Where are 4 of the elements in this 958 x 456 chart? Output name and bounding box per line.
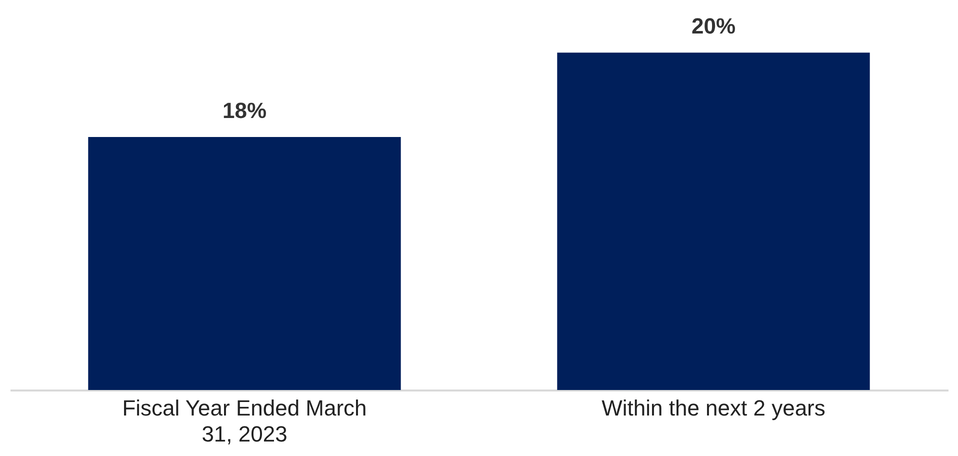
data-label: 18% <box>222 98 267 123</box>
data-label: 20% <box>691 14 736 39</box>
x-tick-label: Fiscal Year Ended March 31, 2023 <box>122 396 367 446</box>
x-tick-label: Within the next 2 years <box>602 396 826 420</box>
